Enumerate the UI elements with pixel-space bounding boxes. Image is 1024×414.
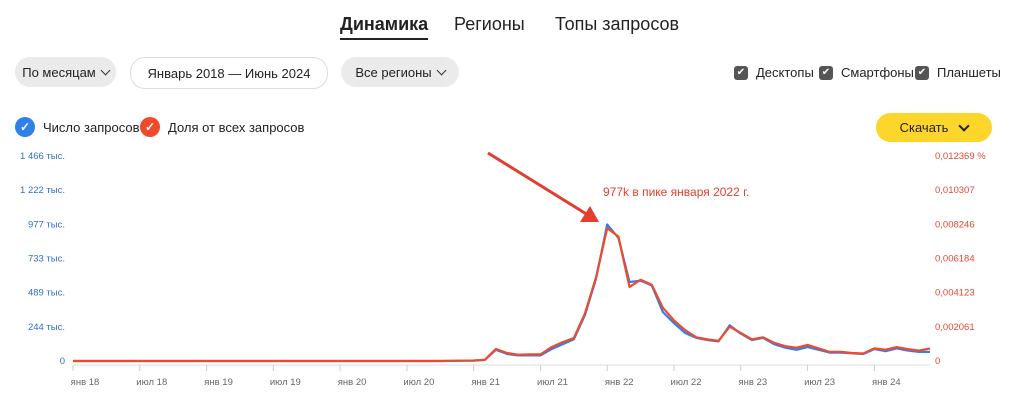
right-y-tick-label: 0,002061 <box>935 322 975 333</box>
chevron-down-icon <box>100 65 111 75</box>
left-y-tick-label: 1 222 тыс. <box>20 185 65 196</box>
peak-annotation: 977k в пике января 2022 г. <box>603 185 750 199</box>
checkbox-label: Планшеты <box>937 65 1001 80</box>
x-tick-label: янв 23 <box>738 377 767 388</box>
x-tick-label: янв 21 <box>471 377 500 388</box>
x-tick-label: июл 19 <box>270 377 301 388</box>
right-y-tick-label: 0,008246 <box>935 219 975 230</box>
x-tick-label: янв 19 <box>204 377 233 388</box>
checkbox-tablets[interactable]: ✔ Планшеты <box>915 65 1001 80</box>
series-line-share <box>73 227 931 363</box>
region-select[interactable]: Все регионы <box>341 57 459 87</box>
tab-dynamics[interactable]: Динамика <box>340 14 429 40</box>
arrow-head-icon <box>580 206 599 222</box>
check-icon: ✓ <box>140 117 160 137</box>
x-tick-label: июл 22 <box>671 377 702 388</box>
checkbox-label: Десктопы <box>756 65 814 80</box>
tab-regions[interactable]: Регионы <box>454 14 525 34</box>
right-y-tick-label: 0,006184 <box>935 254 975 265</box>
x-tick-label: июл 20 <box>403 377 434 388</box>
legend-label: Число запросов <box>43 119 140 135</box>
check-icon: ✓ <box>15 117 35 137</box>
period-label: По месяцам <box>22 64 96 80</box>
left-y-tick-label: 1 466 тыс. <box>20 151 65 162</box>
left-y-tick-label: 733 тыс. <box>28 254 65 265</box>
check-icon: ✔ <box>819 65 833 80</box>
x-tick-label: янв 20 <box>338 377 367 388</box>
legend-query-count[interactable]: ✓ Число запросов <box>15 117 139 137</box>
right-y-tick-label: 0,010307 <box>935 185 975 196</box>
x-tick-label: янв 18 <box>71 377 100 388</box>
date-range-picker[interactable]: Январь 2018 — Июнь 2024 <box>130 57 328 89</box>
series-line-query-count <box>73 223 930 363</box>
tab-top-queries[interactable]: Топы запросов <box>555 14 680 34</box>
right-y-tick-label: 0,012369 % <box>935 151 986 162</box>
legend-label: Доля от всех запросов <box>168 119 305 135</box>
chevron-down-icon <box>958 119 971 132</box>
annotation-arrow <box>487 151 589 217</box>
date-range-label: Январь 2018 — Июнь 2024 <box>147 65 311 81</box>
x-tick-label: янв 24 <box>872 377 901 388</box>
region-label: Все регионы <box>355 64 432 80</box>
checkbox-desktops[interactable]: ✔ Десктопы <box>734 65 814 80</box>
left-y-tick-label: 0 <box>60 356 65 367</box>
x-tick-label: янв 22 <box>605 377 634 388</box>
left-y-tick-label: 489 тыс. <box>28 288 65 299</box>
checkbox-smartphones[interactable]: ✔ Смартфоны <box>819 65 914 80</box>
period-select[interactable]: По месяцам <box>15 57 116 87</box>
checkbox-label: Смартфоны <box>841 65 914 80</box>
x-tick-label: июл 21 <box>537 377 568 388</box>
download-button[interactable]: Скачать <box>876 113 992 142</box>
x-tick-label: июл 18 <box>136 377 167 388</box>
right-y-tick-label: 0,004123 <box>935 288 975 299</box>
download-label: Скачать <box>899 120 949 135</box>
chevron-down-icon <box>436 65 447 75</box>
left-y-tick-label: 977 тыс. <box>28 219 65 230</box>
check-icon: ✔ <box>915 65 929 80</box>
legend-share[interactable]: ✓ Доля от всех запросов <box>140 117 304 137</box>
left-y-tick-label: 244 тыс. <box>28 322 65 333</box>
right-y-tick-label: 0 <box>935 356 940 367</box>
x-tick-label: июл 23 <box>804 377 835 388</box>
check-icon: ✔ <box>734 65 748 80</box>
